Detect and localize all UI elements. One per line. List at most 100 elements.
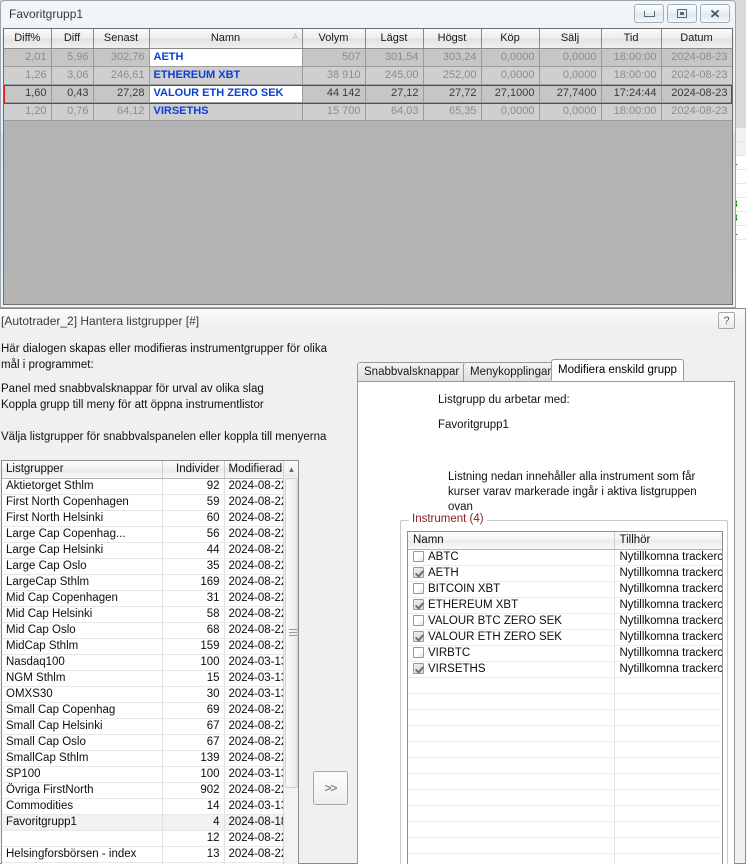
- list-item[interactable]: ABTC Nytillkomna trackerc...: [408, 549, 722, 566]
- listgroup-name: Small Cap Helsinki: [2, 718, 163, 735]
- cell-hogst: 27,72: [423, 84, 482, 103]
- cell-senast: 27,28: [93, 84, 150, 103]
- instrument-name-cell: AETH: [408, 565, 615, 582]
- cell-hogst: 65,35: [423, 102, 482, 121]
- col-salj[interactable]: Sälj: [539, 29, 602, 49]
- col-kop[interactable]: Köp: [481, 29, 540, 49]
- col-hogst[interactable]: Högst: [423, 29, 482, 49]
- minimize-button[interactable]: [634, 4, 664, 23]
- checkbox-unchecked-icon[interactable]: [413, 583, 424, 594]
- instrument-groupbox-legend: Instrument (4): [409, 513, 487, 525]
- list-item[interactable]: VALOUR ETH ZERO SEK Nytillkomna trackerc.…: [408, 629, 722, 646]
- col-diff-pct[interactable]: Diff%: [4, 29, 52, 49]
- col-modifierad[interactable]: Modifierad: [224, 461, 286, 479]
- move-right-button[interactable]: >>: [313, 771, 348, 805]
- tab-modifiera-enskild-grupp[interactable]: Modifiera enskild grupp: [551, 359, 684, 381]
- tab-snabbvalsknappar[interactable]: Snabbvalsknappar: [357, 362, 467, 381]
- empty-row: [408, 789, 722, 806]
- cell-diff: 3,06: [51, 66, 94, 85]
- empty-cell: [614, 821, 722, 838]
- checkbox-checked-icon[interactable]: [413, 631, 424, 642]
- col-volym[interactable]: Volym: [302, 29, 366, 49]
- instrument-belongs-to: Nytillkomna trackerc...: [614, 661, 722, 678]
- cell-lagst: 301,54: [365, 48, 424, 67]
- list-item[interactable]: ETHEREUM XBT Nytillkomna trackerc...: [408, 597, 722, 614]
- restore-button[interactable]: [667, 4, 697, 23]
- list-item[interactable]: AETH Nytillkomna trackerc...: [408, 565, 722, 582]
- checkbox-unchecked-icon[interactable]: [413, 615, 424, 626]
- col-instrument-tillhor[interactable]: Tillhör: [614, 532, 722, 550]
- tab-menykopplingar[interactable]: Menykopplingar: [463, 362, 559, 381]
- checkbox-checked-icon[interactable]: [413, 663, 424, 674]
- listgroups-scrollbar[interactable]: ▲: [283, 461, 298, 864]
- checkbox-checked-icon[interactable]: [413, 567, 424, 578]
- listgroup-name: Favoritgrupp1: [2, 814, 163, 831]
- listgroup-name: Övriga FirstNorth: [2, 782, 163, 799]
- help-button[interactable]: ?: [718, 312, 735, 329]
- table-row[interactable]: 2,01 5,96 302,76 AETH 507 301,54 303,24 …: [4, 48, 732, 67]
- listgroup-name: [2, 830, 163, 847]
- list-item[interactable]: VIRBTC Nytillkomna trackerc...: [408, 645, 722, 662]
- listgroup-name: Small Cap Oslo: [2, 734, 163, 751]
- list-item[interactable]: VIRSETHS Nytillkomna trackerc...: [408, 661, 722, 678]
- table-row-highlighted[interactable]: 1,60 0,43 27,28 VALOUR ETH ZERO SEK 44 1…: [4, 84, 732, 103]
- table-row[interactable]: 1,26 3,06 246,61 ETHEREUM XBT 38 910 245…: [4, 66, 732, 85]
- col-listgrupper[interactable]: Listgrupper: [2, 461, 163, 479]
- spacer: [1, 413, 401, 421]
- listgroup-count: 15: [162, 670, 225, 687]
- scrollbar-thumb[interactable]: [285, 478, 298, 788]
- col-senast[interactable]: Senast: [93, 29, 150, 49]
- dialog-titlebar[interactable]: [Autotrader_2] Hantera listgrupper [#] ?: [0, 309, 745, 333]
- table-row[interactable]: 1,20 0,76 64,12 VIRSETHS 15 700 64,03 65…: [4, 102, 732, 121]
- instrument-belongs-to: Nytillkomna trackerc...: [614, 581, 722, 598]
- current-group-name: Favoritgrupp1: [438, 419, 509, 431]
- col-lagst[interactable]: Lägst: [365, 29, 424, 49]
- scroll-up-icon[interactable]: ▲: [284, 461, 298, 477]
- checkbox-unchecked-icon[interactable]: [413, 551, 424, 562]
- cell-kop: 27,1000: [481, 84, 540, 103]
- quote-window-titlebar[interactable]: Favoritgrupp1 ✕: [1, 1, 735, 27]
- col-tid[interactable]: Tid: [601, 29, 662, 49]
- instrument-name: BITCOIN XBT: [428, 583, 501, 595]
- list-item[interactable]: BITCOIN XBT Nytillkomna trackerc...: [408, 581, 722, 598]
- col-datum[interactable]: Datum: [661, 29, 732, 49]
- listgroup-modified: 2024-08-22 08:00:19: [224, 750, 286, 767]
- list-item[interactable]: VALOUR BTC ZERO SEK Nytillkomna trackerc.…: [408, 613, 722, 630]
- checkbox-unchecked-icon[interactable]: [413, 647, 424, 658]
- listgroup-modified: 2024-08-22 08:00:19: [224, 782, 286, 799]
- col-instrument-namn[interactable]: Namn: [408, 532, 615, 550]
- close-button[interactable]: ✕: [700, 4, 730, 23]
- listgroup-count: 13: [162, 846, 225, 863]
- col-diff[interactable]: Diff: [51, 29, 94, 49]
- empty-row: [408, 837, 722, 854]
- col-namn[interactable]: Namn: [149, 29, 303, 49]
- listgroup-count: 4: [162, 814, 225, 831]
- col-individer[interactable]: Individer: [162, 461, 225, 479]
- empty-cell: [614, 741, 722, 758]
- checkbox-checked-icon[interactable]: [413, 599, 424, 610]
